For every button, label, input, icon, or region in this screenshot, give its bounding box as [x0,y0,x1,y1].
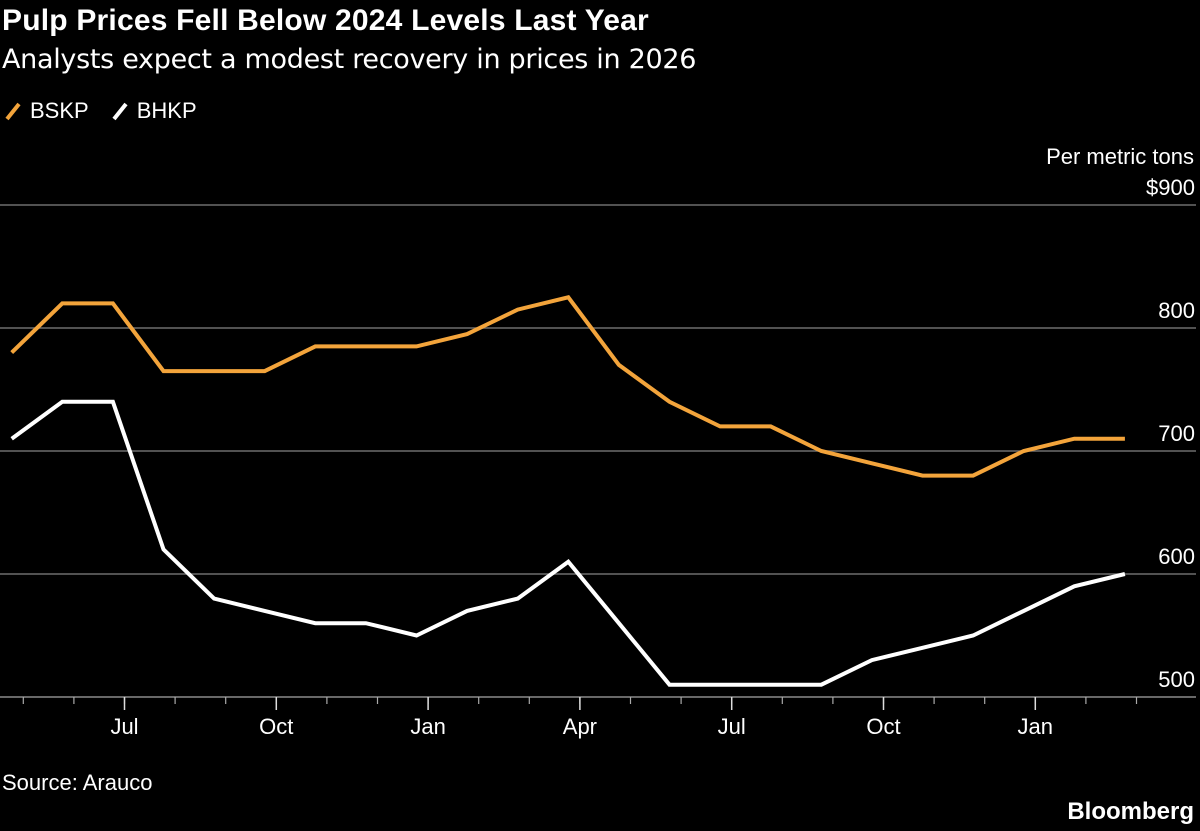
y-axis-unit-label: Per metric tons [1046,144,1194,169]
legend-label-bskp: BSKP [30,98,89,123]
legend-swatch-bhkp-icon [112,102,128,121]
x-tick-label: Jul [718,714,746,739]
series-line-bskp [10,295,1125,478]
x-tick-label: Jan [1018,714,1053,739]
y-tick-label: $900 [1146,175,1195,200]
legend-label-bhkp: BHKP [136,98,197,123]
y-tick-label: 500 [1158,667,1195,692]
chart-title: Pulp Prices Fell Below 2024 Levels Last … [2,4,649,37]
y-tick-label: 700 [1158,421,1195,446]
x-tick-label: Apr [563,714,597,739]
x-tick-label: Jul [110,714,138,739]
source-note: Source: Arauco [2,770,153,795]
legend: BSKP BHKP [4,98,197,124]
chart-subtitle: Analysts expect a modest recovery in pri… [2,44,697,75]
x-tick-label: Oct [866,714,900,739]
legend-item-bhkp: BHKP [111,98,197,124]
x-tick-label: Jan [410,714,445,739]
y-tick-label: 800 [1158,298,1195,323]
legend-swatch-bskp-icon [5,102,21,121]
y-tick-label: 600 [1158,544,1195,569]
series-line-bhkp [10,399,1126,687]
bloomberg-logo: Bloomberg [1067,798,1194,825]
x-tick-label: Oct [259,714,293,739]
legend-item-bskp: BSKP [4,98,89,124]
